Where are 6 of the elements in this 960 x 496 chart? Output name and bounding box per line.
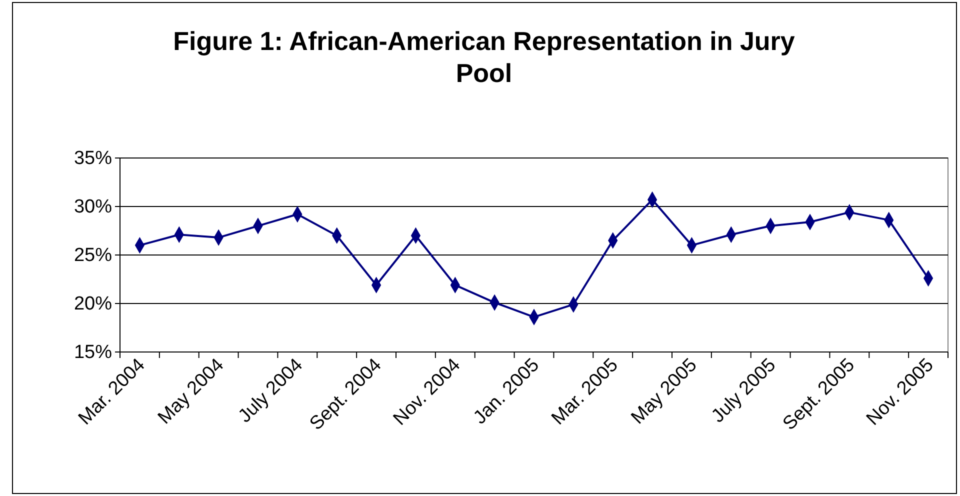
y-tick-label: 15% bbox=[74, 342, 112, 364]
chart-title: Figure 1: African-American Representation in Jury Pool bbox=[173, 26, 796, 88]
y-tick-label: 20% bbox=[74, 294, 112, 315]
y-tick-label: 35% bbox=[74, 148, 112, 170]
y-tick-label: 30% bbox=[74, 196, 112, 218]
y-tick-label: 25% bbox=[74, 245, 112, 266]
